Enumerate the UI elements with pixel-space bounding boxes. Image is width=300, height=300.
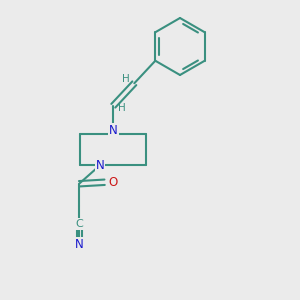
Text: H: H xyxy=(122,74,130,84)
Text: N: N xyxy=(109,124,118,137)
Text: H: H xyxy=(118,103,126,113)
Text: O: O xyxy=(108,176,118,189)
Text: C: C xyxy=(75,219,83,229)
Text: N: N xyxy=(75,238,83,250)
Text: N: N xyxy=(96,159,104,172)
